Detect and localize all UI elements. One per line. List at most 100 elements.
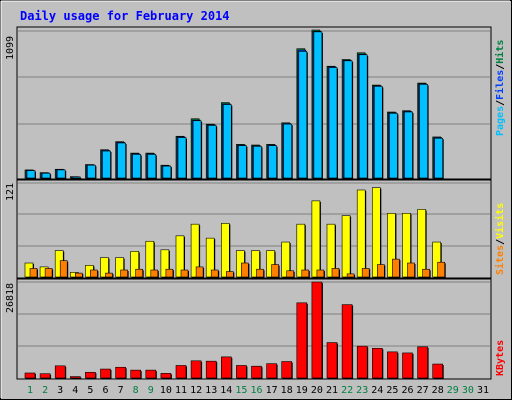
x-tick-label: 8 bbox=[133, 385, 139, 396]
visits-bar bbox=[311, 200, 321, 278]
legend-hits: Hits bbox=[494, 40, 506, 64]
x-tick-label: 29 bbox=[447, 385, 459, 396]
kbytes-bar bbox=[402, 352, 413, 379]
kbytes-bar bbox=[85, 371, 96, 379]
sites-bar bbox=[135, 268, 143, 278]
x-tick-label: 7 bbox=[118, 385, 124, 396]
sites-bar bbox=[241, 262, 249, 278]
ymax-label-hits: 1099 bbox=[5, 36, 16, 60]
x-tick-label: 25 bbox=[386, 385, 398, 396]
sites-bar bbox=[437, 261, 446, 278]
legend-sep-2: / bbox=[495, 64, 506, 70]
pages-bar bbox=[162, 165, 172, 179]
sites-bar bbox=[392, 258, 400, 278]
pages-bar bbox=[253, 146, 262, 179]
pages-bar bbox=[223, 104, 232, 179]
pages-bar bbox=[56, 169, 66, 179]
sites-bar bbox=[75, 272, 83, 278]
legend-hits-files-pages: Pages/Files/Hits bbox=[494, 40, 506, 136]
visits-bar bbox=[251, 250, 260, 278]
kbytes-bar bbox=[54, 365, 66, 379]
kbytes-bar bbox=[100, 368, 111, 379]
sites-bar bbox=[316, 269, 325, 278]
kbytes-bar bbox=[145, 369, 157, 379]
visits-bar bbox=[115, 257, 124, 278]
kbytes-bar bbox=[432, 363, 444, 379]
legend-files: Files bbox=[494, 70, 506, 100]
x-tick-label: 21 bbox=[326, 385, 338, 396]
kbytes-bar bbox=[236, 365, 247, 379]
pages-bar bbox=[419, 84, 428, 179]
pages-bar bbox=[389, 113, 398, 179]
x-tick-label: 27 bbox=[417, 385, 429, 396]
kbytes-bar bbox=[326, 342, 338, 379]
visits-bar bbox=[326, 223, 336, 278]
sites-bar bbox=[361, 268, 370, 278]
kbytes-bar bbox=[70, 376, 81, 379]
sites-bar bbox=[29, 268, 38, 278]
sites-bar bbox=[346, 273, 355, 278]
kbytes-bar bbox=[417, 346, 428, 379]
sites-bar bbox=[256, 268, 264, 278]
visits-bar bbox=[432, 241, 442, 278]
pages-bar bbox=[207, 125, 217, 179]
visits-bar bbox=[387, 212, 396, 278]
kbytes-bar bbox=[281, 361, 293, 379]
sites-bar bbox=[407, 262, 415, 278]
bars-layer bbox=[24, 29, 446, 379]
legend-kbytes: KBytes bbox=[495, 340, 506, 376]
x-tick-label: 4 bbox=[72, 385, 78, 396]
x-tick-label: 26 bbox=[401, 385, 413, 396]
x-tick-label: 11 bbox=[175, 385, 187, 396]
x-tick-label: 2 bbox=[42, 385, 48, 396]
x-tick-label: 17 bbox=[266, 385, 278, 396]
kbytes-bar bbox=[251, 365, 262, 379]
kbytes-bar bbox=[39, 373, 51, 379]
x-tick-label: 19 bbox=[296, 385, 308, 396]
sites-bar bbox=[105, 272, 113, 278]
pages-bar bbox=[102, 150, 111, 179]
kbytes-bar bbox=[296, 302, 308, 379]
x-tick-label: 20 bbox=[311, 385, 323, 396]
x-tick-label: 6 bbox=[102, 385, 108, 396]
visits-bar bbox=[205, 237, 215, 278]
kbytes-bar bbox=[387, 351, 398, 379]
pages-bar bbox=[328, 67, 338, 179]
visits-bar bbox=[356, 189, 366, 278]
x-tick-label: 14 bbox=[220, 385, 232, 396]
x-tick-label: 10 bbox=[160, 385, 172, 396]
sites-bar bbox=[226, 271, 234, 278]
visits-bar bbox=[296, 223, 306, 278]
visits-bar bbox=[130, 251, 139, 278]
visits-bar bbox=[281, 241, 291, 278]
sites-bar bbox=[165, 268, 174, 278]
visits-bar bbox=[417, 209, 426, 278]
pages-bar bbox=[87, 164, 96, 179]
kbytes-bar bbox=[311, 281, 323, 379]
visits-bar bbox=[402, 212, 411, 278]
pages-bar bbox=[238, 145, 247, 179]
kbytes-bar bbox=[221, 356, 232, 379]
legend-pages: Pages bbox=[495, 106, 506, 136]
pages-bar bbox=[283, 123, 293, 179]
pages-bar bbox=[26, 170, 36, 179]
pages-bar bbox=[117, 142, 126, 179]
sites-bar bbox=[150, 269, 159, 278]
svg-text:Pages/Files/Hits: Pages/Files/Hits bbox=[494, 40, 506, 136]
legend-visits: Visits bbox=[494, 203, 506, 239]
visits-bar bbox=[190, 223, 200, 278]
kbytes-bar bbox=[190, 360, 202, 379]
sites-bar bbox=[59, 260, 68, 278]
x-tick-label: 1 bbox=[27, 385, 33, 396]
kbytes-bar bbox=[371, 347, 383, 379]
x-tick-label: 24 bbox=[371, 385, 383, 396]
pages-bar bbox=[41, 172, 51, 179]
x-tick-label: 12 bbox=[190, 385, 202, 396]
pages-bar bbox=[313, 31, 323, 179]
x-tick-label: 30 bbox=[462, 385, 474, 396]
visits-bar bbox=[145, 240, 155, 278]
visits-bar bbox=[160, 249, 170, 278]
sites-bar bbox=[195, 266, 204, 278]
